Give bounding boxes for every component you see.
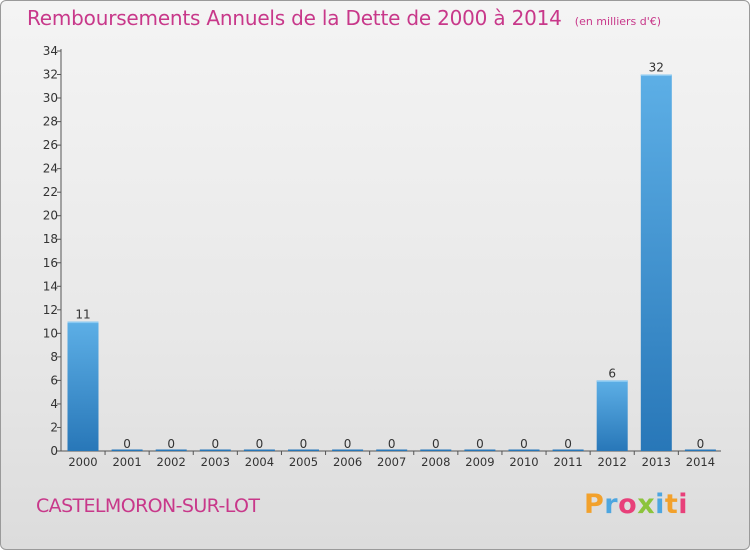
chart-title: Remboursements Annuels de la Dette de 20… <box>27 6 562 30</box>
y-tick-label: 14 <box>43 279 58 293</box>
y-tick-label: 30 <box>43 91 58 105</box>
y-tick-label: 28 <box>43 115 58 129</box>
bar <box>508 449 540 451</box>
bar <box>199 449 231 451</box>
bar <box>111 449 143 451</box>
x-tick-label: 2010 <box>509 455 538 469</box>
bar <box>155 449 187 451</box>
x-tick-label: 2012 <box>598 455 627 469</box>
x-tick-label: 2011 <box>553 455 582 469</box>
x-tick-label: 2006 <box>333 455 362 469</box>
y-tick-label: 24 <box>43 162 58 176</box>
bar-highlight <box>67 321 99 324</box>
y-tick-label: 12 <box>43 303 58 317</box>
y-tick-label: 16 <box>43 256 58 270</box>
bar <box>332 449 364 451</box>
data-label: 32 <box>649 61 664 75</box>
x-tick-label: 2003 <box>201 455 230 469</box>
x-tick-label: 2005 <box>289 455 318 469</box>
brand-letter: o <box>618 489 638 520</box>
data-label: 0 <box>432 437 440 451</box>
data-label: 0 <box>211 437 219 451</box>
x-tick-label: 2002 <box>157 455 186 469</box>
x-tick-label: 2014 <box>686 455 715 469</box>
bar <box>67 321 99 451</box>
y-tick-label: 26 <box>43 138 58 152</box>
data-label: 0 <box>123 437 131 451</box>
title-row: Remboursements Annuels de la Dette de 20… <box>27 6 661 30</box>
y-tick-label: 2 <box>50 420 58 434</box>
x-axis: 2000 2001 2002 2003 2004 2005 2006 2007 2008 2009… <box>61 450 721 469</box>
x-tick-label: 2001 <box>112 455 141 469</box>
bars <box>67 74 716 451</box>
data-labels: 11 0 0 0 0 0 0 0 0 0 0 0 6 32 0 <box>75 61 704 451</box>
y-tick-label: 6 <box>50 373 58 387</box>
brand-letter: x <box>637 489 656 520</box>
brand-letter: i <box>655 489 665 520</box>
data-label: 0 <box>697 437 705 451</box>
bar <box>288 449 319 451</box>
data-label: 0 <box>256 437 264 451</box>
y-tick-label: 34 <box>43 44 58 58</box>
bar-highlight <box>596 380 628 382</box>
bar <box>596 380 628 451</box>
y-tick-label: 22 <box>43 185 58 199</box>
data-label: 0 <box>520 437 528 451</box>
brand-letter: P <box>584 489 605 520</box>
data-label: 0 <box>167 437 175 451</box>
bar <box>640 74 672 451</box>
brand-letter: i <box>678 489 689 520</box>
bar-highlight <box>640 74 672 77</box>
x-tick-label: 2007 <box>377 455 406 469</box>
x-tick-label: 2013 <box>642 455 671 469</box>
y-tick-label: 4 <box>50 397 58 411</box>
data-label: 0 <box>564 437 572 451</box>
data-label: 0 <box>300 437 308 451</box>
brand-letter: t <box>664 489 679 520</box>
y-tick-label: 32 <box>43 68 58 82</box>
bar <box>243 449 275 451</box>
bar <box>376 449 408 451</box>
y-tick-label: 10 <box>43 326 58 340</box>
chart-subtitle: (en milliers d'€) <box>574 15 662 28</box>
brand-letter: r <box>604 489 619 520</box>
x-tick-label: 2009 <box>465 455 494 469</box>
data-label: 6 <box>608 366 616 380</box>
bar <box>684 449 716 451</box>
y-tick-label: 0 <box>50 444 58 458</box>
proxiti-logo[interactable]: Proxiti <box>584 489 688 520</box>
data-label: 0 <box>476 437 484 451</box>
x-tick-label: 2004 <box>245 455 274 469</box>
commune-name: CASTELMORON-SUR-LOT <box>36 495 260 517</box>
y-tick-label: 8 <box>50 350 58 364</box>
bar <box>464 449 496 451</box>
data-label: 11 <box>75 308 90 322</box>
y-tick-label: 20 <box>43 209 58 223</box>
bar <box>420 449 452 451</box>
y-tick-label: 18 <box>43 232 58 246</box>
x-tick-label: 2000 <box>68 455 97 469</box>
data-label: 0 <box>344 437 352 451</box>
data-label: 0 <box>388 437 396 451</box>
bar <box>552 449 584 451</box>
x-tick-label: 2008 <box>421 455 450 469</box>
